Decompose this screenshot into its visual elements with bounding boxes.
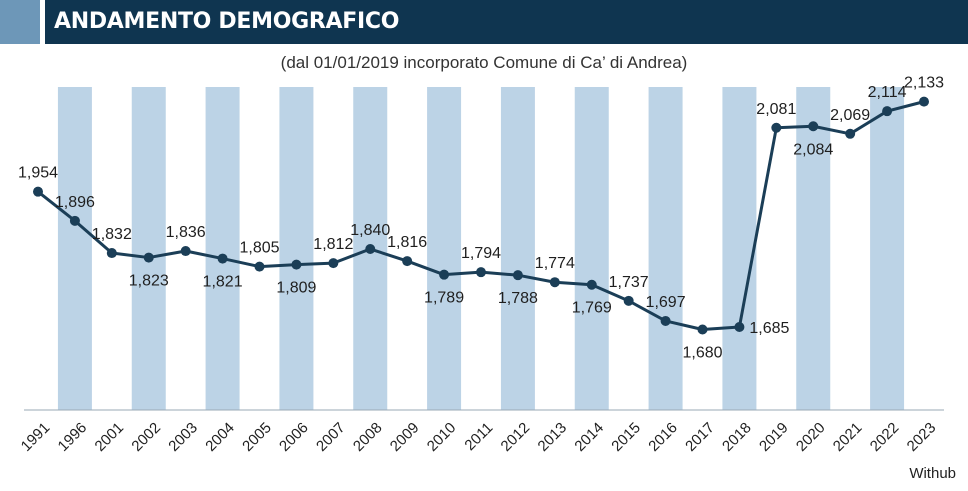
value-label-2019: 2,081 [756, 101, 796, 118]
source-credit: Withub [909, 465, 956, 482]
value-label-2009: 1,816 [387, 234, 427, 251]
point-2002 [143, 252, 154, 263]
band-2014 [574, 87, 609, 410]
value-label-2018: 1,685 [749, 320, 789, 337]
point-2009 [402, 256, 413, 267]
point-2007 [328, 258, 339, 269]
point-2018 [734, 321, 745, 332]
value-label-2004: 1,821 [203, 274, 243, 291]
x-tick-2021: 2021 [830, 419, 866, 455]
value-label-1996: 1,896 [55, 194, 95, 211]
x-tick-2015: 2015 [608, 419, 644, 455]
data-labels: 1,954 1,896 1,832 1,823 1,836 1,821 1,805 1,809… [18, 75, 944, 362]
x-tick-1996: 1996 [55, 419, 91, 455]
value-label-2008: 1,840 [350, 222, 390, 239]
point-2008 [365, 244, 376, 255]
value-label-2020: 2,084 [793, 141, 833, 158]
value-label-1991: 1,954 [18, 165, 58, 182]
band-2012 [500, 87, 535, 410]
x-tick-2006: 2006 [276, 419, 312, 455]
band-2016 [648, 87, 683, 410]
chart-subtitle: (dal 01/01/2019 incorporato Comune di Ca… [280, 53, 688, 72]
value-label-2021: 2,069 [830, 107, 870, 124]
point-2001 [106, 248, 117, 259]
header-separator [40, 0, 45, 44]
value-label-2003: 1,836 [166, 224, 206, 241]
x-tick-labels: 1991 1996 2001 2002 2003 2004 2005 2006 2007 2008… [18, 419, 940, 455]
chart-header: ANDAMENTO DEMOGRAFICO [0, 0, 968, 44]
value-label-2005: 1,805 [239, 240, 279, 257]
point-2017 [697, 324, 708, 335]
x-tick-2016: 2016 [645, 419, 681, 455]
x-tick-2013: 2013 [535, 419, 571, 455]
x-tick-2009: 2009 [387, 419, 423, 455]
band-2022 [870, 87, 905, 410]
band-2010 [427, 87, 462, 410]
point-2014 [586, 279, 597, 290]
band-2020 [796, 87, 831, 410]
point-2004 [217, 253, 228, 264]
value-label-2023: 2,133 [904, 75, 944, 92]
value-label-2015: 1,737 [609, 274, 649, 291]
data-points [33, 96, 929, 335]
x-tick-2022: 2022 [867, 419, 903, 455]
point-2013 [549, 277, 560, 288]
value-label-2016: 1,697 [646, 294, 686, 311]
x-tick-2014: 2014 [571, 419, 607, 455]
x-tick-2003: 2003 [165, 419, 201, 455]
x-tick-2011: 2011 [461, 419, 496, 454]
point-2021 [845, 128, 856, 139]
value-label-2013: 1,774 [535, 255, 575, 272]
value-label-2022: 2,114 [868, 84, 907, 101]
value-label-2006: 1,809 [276, 280, 316, 297]
point-2016 [660, 315, 671, 326]
x-tick-2019: 2019 [756, 419, 792, 455]
band-2006 [279, 87, 314, 410]
point-2023 [919, 96, 929, 107]
header-accent-block [0, 0, 40, 44]
x-tick-2004: 2004 [202, 419, 238, 455]
value-label-2001: 1,832 [92, 226, 132, 243]
band-1996 [57, 87, 92, 410]
point-1996 [69, 215, 80, 226]
point-2005 [254, 261, 265, 272]
x-tick-2002: 2002 [128, 419, 164, 455]
band-2018 [722, 87, 757, 410]
value-label-2014: 1,769 [572, 300, 612, 317]
band-2004 [205, 87, 240, 410]
x-tick-2008: 2008 [350, 419, 386, 455]
population-line [37, 100, 925, 332]
point-2019 [771, 122, 782, 133]
x-tick-2023: 2023 [904, 419, 940, 455]
point-2020 [808, 121, 819, 132]
value-label-2002: 1,823 [129, 273, 169, 290]
x-tick-2018: 2018 [719, 419, 755, 455]
x-tick-2001: 2001 [92, 419, 128, 455]
point-2012 [512, 270, 523, 281]
value-label-2011: 1,794 [461, 245, 501, 262]
value-label-2017: 1,680 [682, 345, 722, 362]
x-tick-2005: 2005 [239, 419, 275, 455]
value-label-2007: 1,812 [313, 236, 353, 253]
point-2003 [180, 246, 191, 257]
x-tick-2017: 2017 [682, 419, 718, 455]
point-2011 [476, 267, 486, 278]
point-1991 [33, 186, 43, 197]
x-tick-2012: 2012 [498, 419, 534, 455]
chart-title: ANDAMENTO DEMOGRAFICO [54, 9, 400, 34]
point-2006 [291, 259, 302, 270]
value-label-2010: 1,789 [424, 290, 464, 307]
x-tick-2010: 2010 [424, 419, 460, 455]
point-2010 [439, 269, 450, 280]
x-tick-2020: 2020 [793, 419, 829, 455]
x-tick-1991: 1991 [18, 419, 54, 455]
band-2002 [131, 87, 166, 410]
x-tick-2007: 2007 [313, 419, 349, 455]
value-label-2012: 1,788 [498, 290, 538, 307]
point-2022 [882, 106, 893, 117]
point-2015 [623, 295, 634, 306]
